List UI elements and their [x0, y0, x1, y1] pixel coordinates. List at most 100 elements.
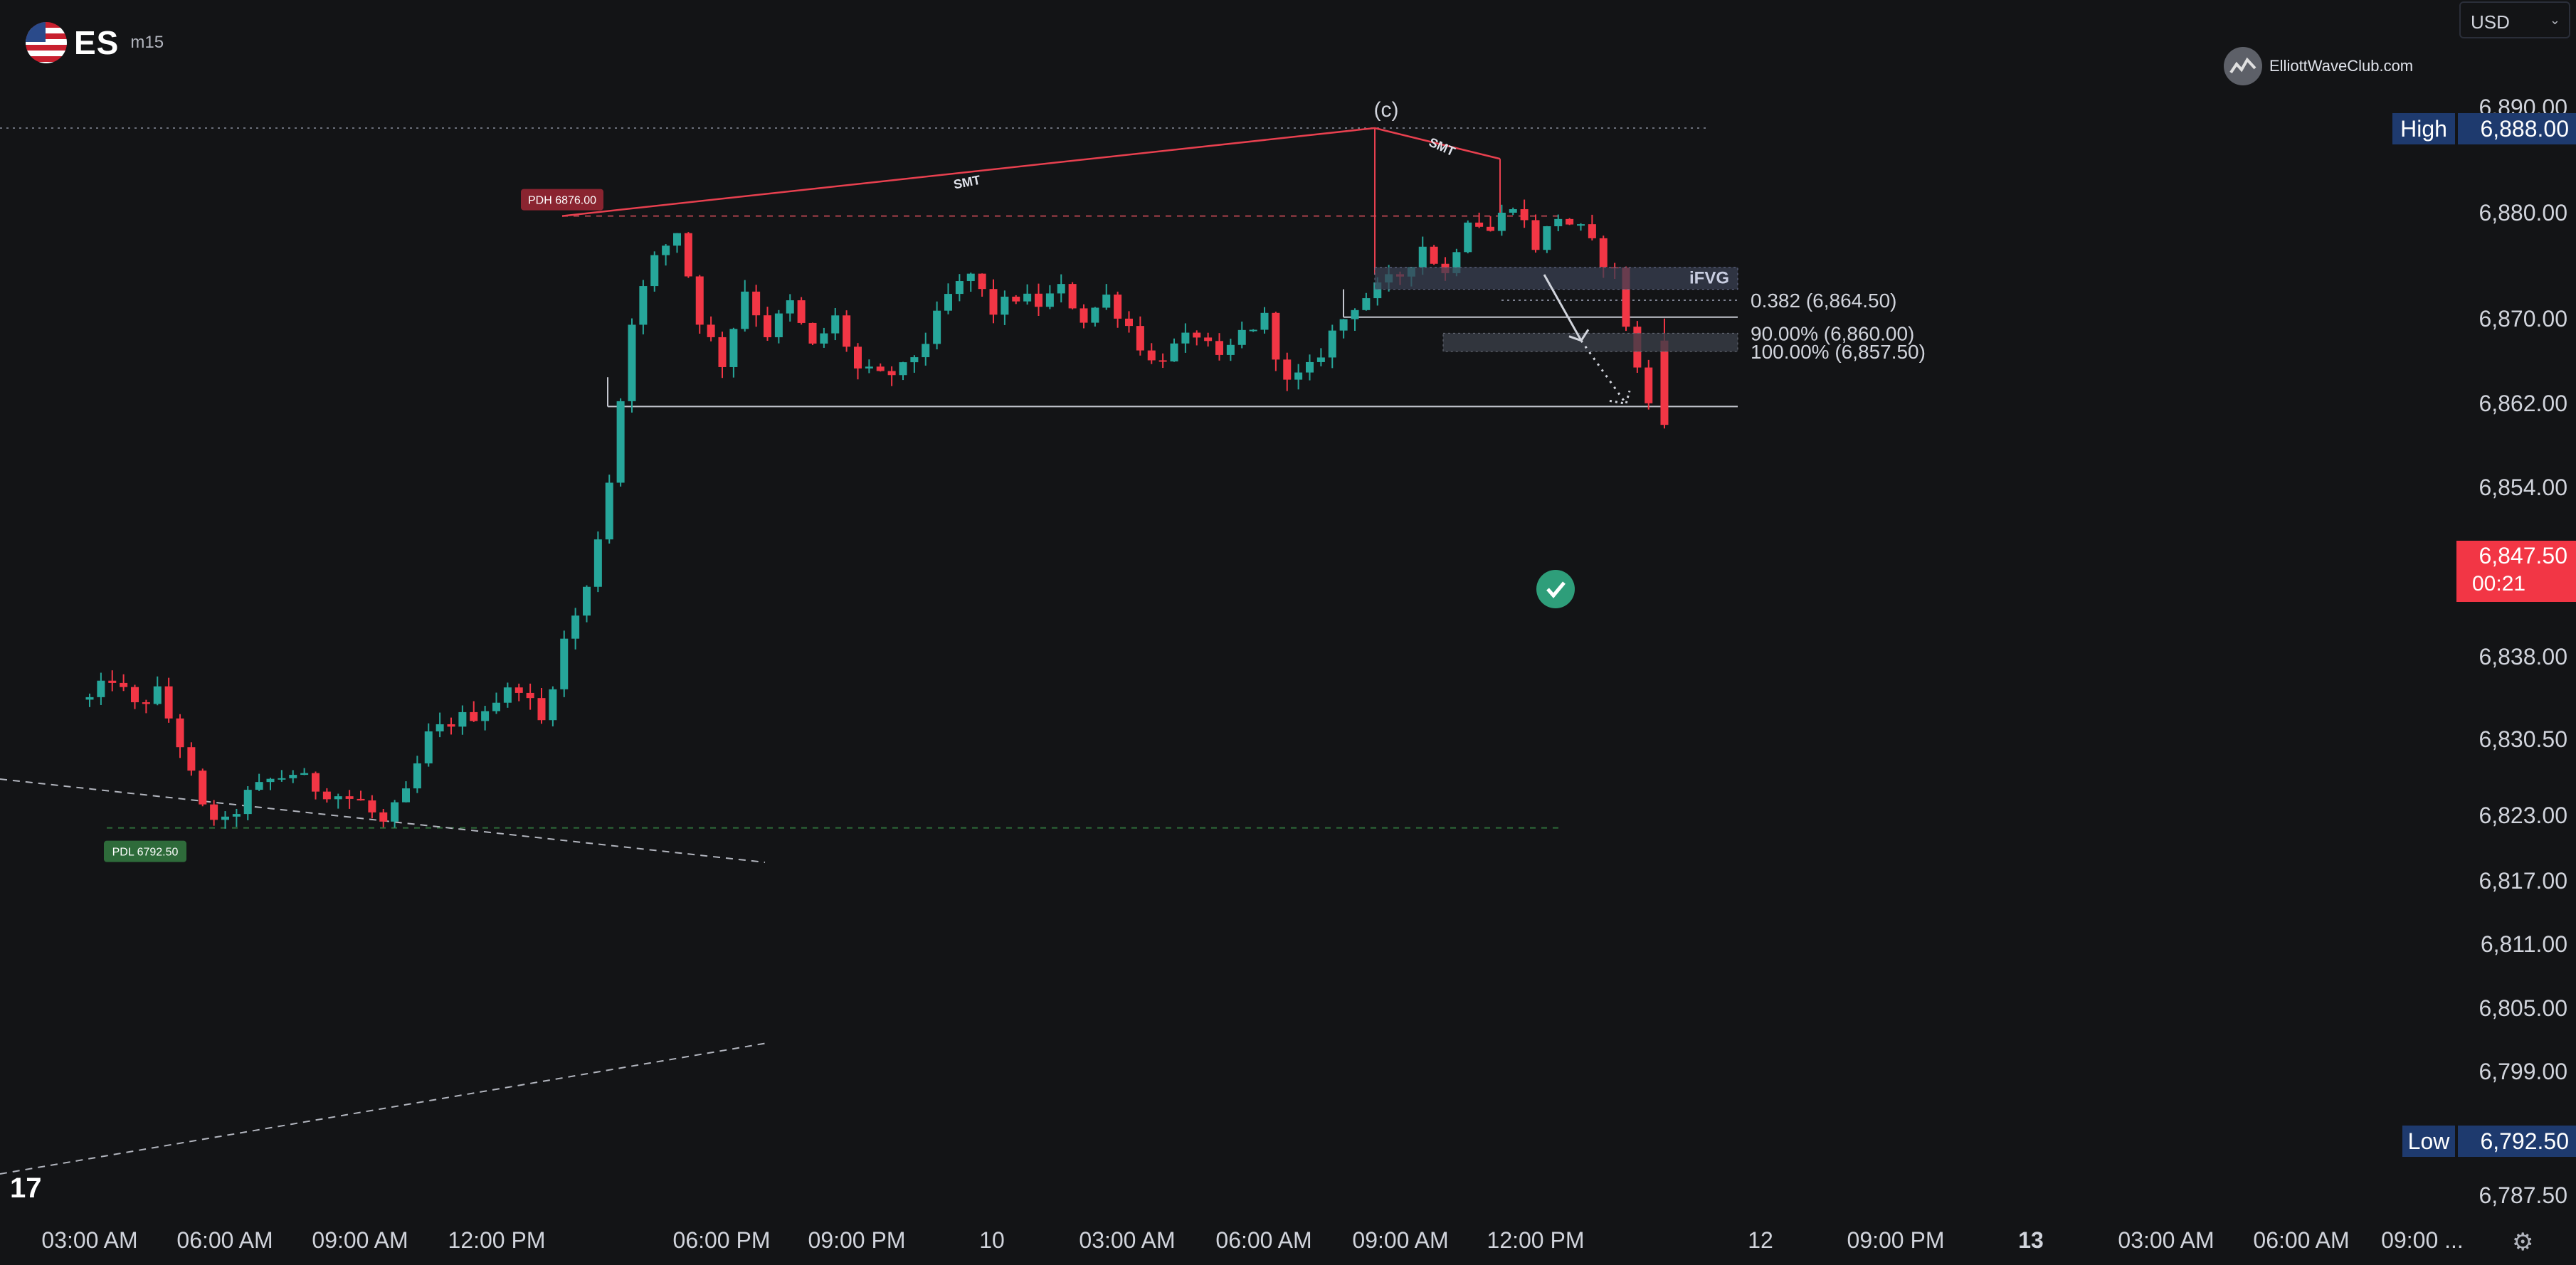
candle-body: [1023, 293, 1032, 302]
x-tick-label: 12:00 PM: [1487, 1227, 1585, 1253]
tradingview-logo-icon[interactable]: 17: [10, 1173, 42, 1204]
candle-body: [876, 366, 885, 371]
candle: [413, 756, 421, 793]
candle-body: [402, 788, 410, 803]
gear-icon[interactable]: ⚙: [2512, 1229, 2534, 1256]
candle-body: [571, 615, 580, 639]
candle: [424, 723, 433, 767]
candle-body: [1316, 357, 1325, 362]
currency-value: USD: [2471, 11, 2510, 33]
candle-body: [1599, 238, 1608, 268]
candle: [1114, 291, 1122, 328]
candle-body: [413, 763, 421, 789]
candle: [955, 274, 964, 302]
candle-body: [1622, 268, 1630, 327]
candle-body: [854, 346, 862, 369]
candle-body: [424, 731, 433, 763]
candle: [549, 686, 557, 726]
candle-body: [831, 315, 840, 334]
check-mark: [1546, 581, 1566, 598]
candle-body: [899, 362, 907, 376]
candle-body: [345, 796, 354, 799]
candle: [164, 677, 173, 723]
candle: [944, 283, 952, 314]
candle: [1543, 226, 1551, 253]
candle-body: [1520, 209, 1529, 221]
candle-body: [583, 586, 591, 616]
candle: [831, 307, 840, 341]
candle-body: [436, 724, 444, 731]
candle: [707, 316, 715, 342]
high-value-bg: [2458, 113, 2576, 144]
candle: [199, 768, 207, 807]
pdh-badge-bg: [521, 189, 603, 211]
candle-body: [97, 680, 105, 697]
candle-body: [503, 687, 512, 703]
candle-body: [843, 315, 851, 347]
pdh-badge-text: PDH 6876.00: [528, 195, 596, 207]
candle-body: [221, 816, 229, 820]
candle: [1554, 214, 1563, 231]
y-tick-label: 6,838.00: [2479, 644, 2567, 669]
candle: [786, 294, 794, 322]
candle: [865, 359, 873, 374]
y-tick-label: 6,787.50: [2479, 1182, 2567, 1208]
symbol-header[interactable]: ES m15: [26, 21, 164, 64]
pdl-badge: PDL 6792.50: [104, 840, 186, 862]
candle-body: [278, 778, 286, 780]
candle-body: [1125, 318, 1133, 327]
candle-body: [887, 371, 896, 376]
x-tick-label: 03:00 AM: [41, 1227, 137, 1253]
pdl-badge-bg: [104, 840, 186, 862]
candle-body: [1102, 295, 1111, 308]
candle-body: [978, 273, 986, 290]
candle: [514, 683, 523, 702]
candle: [1272, 312, 1280, 371]
candle-body: [549, 689, 557, 721]
candle: [922, 332, 930, 366]
candle-body: [300, 773, 309, 776]
candle: [1339, 319, 1348, 339]
y-tick-label: 6,811.00: [2481, 931, 2567, 957]
candle-body: [1306, 361, 1314, 373]
currency-select[interactable]: USD ⌄: [2459, 1, 2570, 38]
candle: [1035, 283, 1042, 316]
candle: [910, 355, 919, 373]
candle: [278, 770, 286, 782]
axes: 6,890.006,880.006,870.006,862.006,854.00…: [41, 95, 2576, 1253]
projection-arrow-1: [1543, 274, 1583, 342]
candle: [1566, 218, 1574, 226]
x-tick-label: 13: [2018, 1227, 2044, 1253]
chevron-down-icon: ⌄: [2549, 13, 2560, 27]
candle-body: [1464, 222, 1472, 253]
candle: [695, 275, 704, 334]
candle: [526, 683, 534, 710]
candle: [593, 531, 602, 593]
candle-body: [1645, 367, 1653, 403]
candle: [391, 800, 399, 828]
candle: [1012, 295, 1020, 305]
candle-body: [695, 276, 704, 325]
candle: [266, 778, 275, 790]
candle: [1215, 333, 1223, 361]
low-value: 6,792.50: [2480, 1128, 2569, 1154]
candle-body: [764, 315, 771, 337]
candle: [492, 692, 500, 714]
candle: [1158, 353, 1167, 369]
candle: [300, 768, 309, 776]
candle-body: [933, 310, 941, 344]
candle: [887, 366, 896, 386]
lower-trendline: [0, 1042, 768, 1175]
x-tick-label: 09:00 PM: [1847, 1227, 1945, 1253]
candle: [774, 309, 783, 344]
pdh-badge: PDH 6876.00: [521, 189, 603, 211]
candles: [85, 199, 1669, 829]
low-value-bg: [2458, 1126, 2576, 1157]
x-tick-label: 12: [1748, 1227, 1773, 1253]
candle: [1102, 284, 1111, 310]
candle-body: [176, 718, 184, 748]
candle-body: [526, 692, 534, 699]
candle: [85, 693, 94, 707]
